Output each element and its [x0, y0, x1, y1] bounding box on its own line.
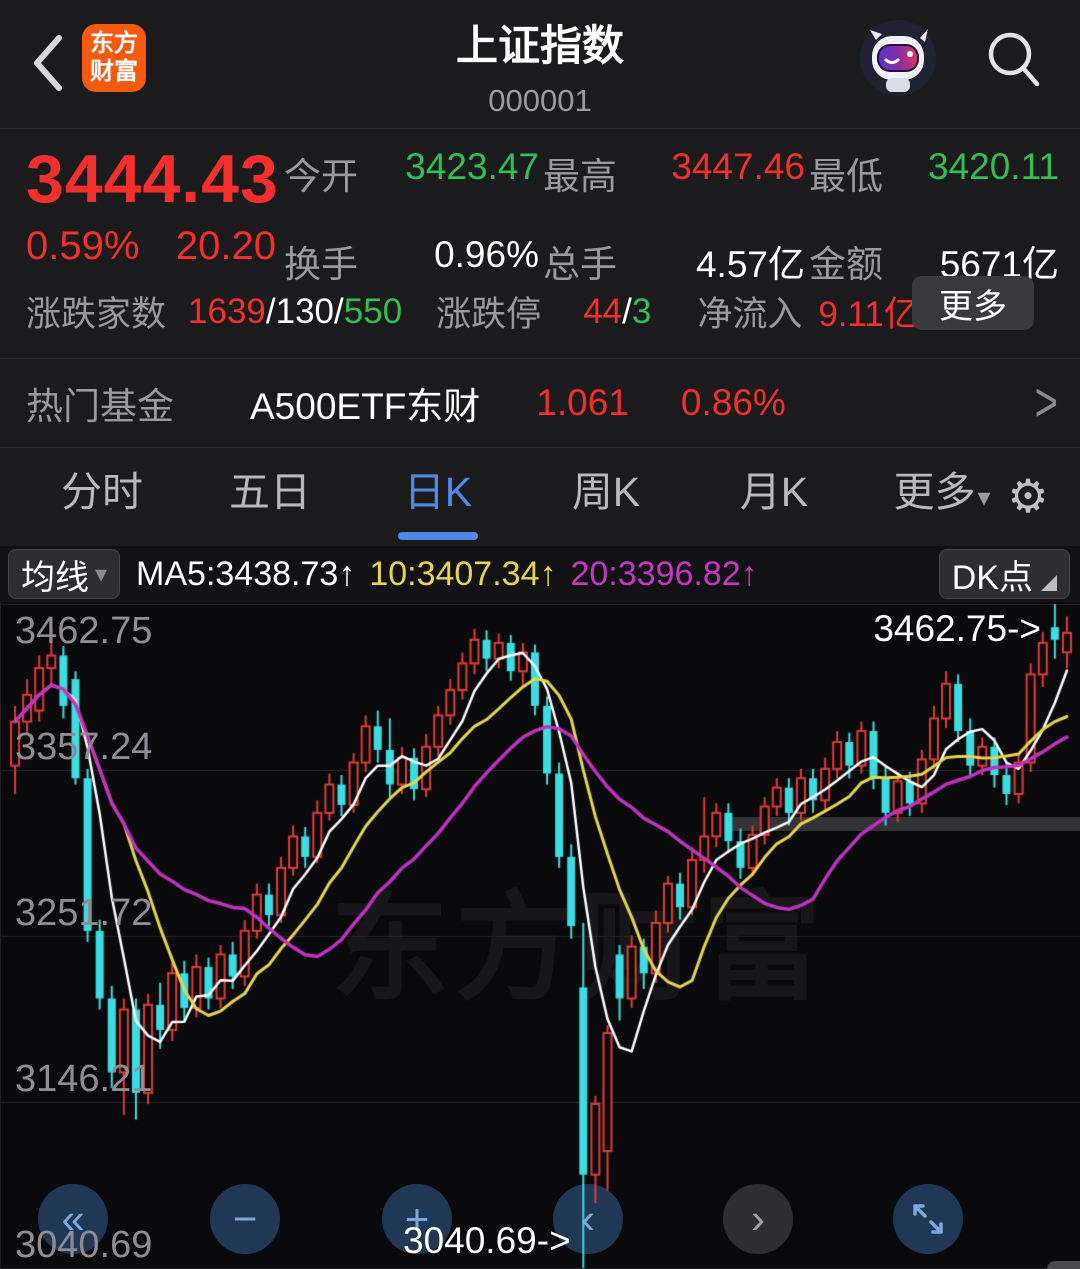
back-chevron-icon — [34, 35, 62, 91]
ma5-value: MA5:3438.73↑ — [136, 554, 356, 593]
stat-high: 最高 3447.46 — [543, 146, 805, 200]
dk-point-button[interactable]: DK点 — [938, 549, 1070, 599]
candlestick-canvas[interactable] — [1, 602, 1080, 1269]
chart-settings-button[interactable]: ⚙ — [998, 446, 1058, 546]
assistant-robot-icon[interactable] — [858, 18, 938, 98]
fund-nav: 1.061 — [536, 382, 629, 423]
cutoff-element — [1047, 1261, 1080, 1269]
tab-more[interactable]: 更多▾ — [893, 469, 991, 515]
period-tab-bar: 分时 五日 日K 周K 月K 更多▾ ⚙ — [0, 446, 1080, 546]
price-change-row: 0.59% 20.20 — [26, 224, 276, 269]
inflow-label: 净流入 — [697, 295, 803, 334]
stat-turnover-value: 0.96% — [434, 234, 539, 275]
limit-label: 涨跌停 — [436, 295, 542, 334]
back-button[interactable] — [18, 28, 78, 98]
gear-icon: ⚙ — [1007, 470, 1049, 522]
logo-line2: 财富 — [90, 58, 138, 85]
stat-open: 今开 3423.47 — [284, 146, 539, 200]
tab-daily-k[interactable]: 日K — [372, 446, 504, 546]
robot-icon — [860, 20, 936, 96]
header: 东方 财富 上证指数 000001 — [0, 0, 1080, 129]
limit-values: 44/3 — [583, 291, 652, 331]
fund-label: 热门基金 — [26, 386, 174, 427]
stats-grid: 今开 3423.47 最高 3447.46 最低 3420.11 换手 0.96… — [284, 146, 1064, 288]
last-price: 3444.43 — [26, 141, 279, 217]
change-amount: 20.20 — [175, 224, 276, 268]
y-axis-label: 3040.69 — [15, 1224, 153, 1266]
inflow-value: 9.11亿 — [818, 295, 919, 334]
search-icon — [988, 32, 1040, 87]
hot-fund-row[interactable]: 热门基金 A500ETF东财 1.061 0.86% > — [0, 358, 1080, 448]
tab-weekly-k[interactable]: 周K — [571, 469, 641, 515]
tab-minute[interactable]: 分时 — [61, 469, 143, 515]
stat-low-value: 3420.11 — [928, 146, 1059, 187]
y-axis-label: 3251.72 — [15, 892, 153, 934]
stat-low: 最低 3420.11 — [809, 146, 1059, 200]
ma10-value: 10:3407.34↑ — [369, 554, 557, 593]
stat-volume: 总手 4.57亿 — [543, 234, 805, 288]
tab-five-day[interactable]: 五日 — [229, 469, 311, 515]
search-button[interactable] — [980, 24, 1046, 94]
more-stats-button[interactable]: 更多 — [912, 276, 1034, 330]
caret-down-icon: ▾ — [977, 482, 991, 512]
y-axis-label: 3146.21 — [15, 1058, 153, 1100]
stat-volume-value: 4.57亿 — [695, 244, 805, 285]
period-low-annotation: 3040.69-> — [403, 1220, 571, 1261]
tab-monthly-k[interactable]: 月K — [739, 469, 809, 515]
stat-turnover: 换手 0.96% — [284, 234, 539, 288]
ma-selector-button[interactable]: 均线 ▾ — [8, 549, 121, 599]
fund-percent: 0.86% — [680, 382, 786, 423]
quote-panel: 3444.43 0.59% 20.20 今开 3423.47 最高 3447.4… — [0, 128, 1080, 356]
change-percent: 0.59% — [26, 224, 140, 268]
ma-indicator-bar: 均线 ▾ MA5:3438.73↑ 10:3407.34↑ 20:3396.82… — [0, 546, 1080, 602]
breadth-values: 1639/130/550 — [188, 291, 403, 331]
eastmoney-logo[interactable]: 东方 财富 — [82, 24, 146, 92]
stat-open-value: 3423.47 — [405, 146, 539, 187]
fund-name: A500ETF东财 — [250, 386, 481, 427]
logo-line1: 东方 — [90, 30, 138, 57]
stat-high-value: 3447.46 — [671, 146, 805, 187]
y-axis-label: 3462.75 — [15, 610, 153, 652]
period-high-annotation: 3462.75-> — [873, 608, 1041, 649]
resize-corner-icon — [1041, 575, 1057, 591]
y-axis-label: 3357.24 — [15, 726, 153, 768]
chevron-right-icon: > — [1034, 371, 1058, 434]
breadth-label: 涨跌家数 — [26, 295, 167, 334]
breadth-row: 涨跌家数 1639/130/550 涨跌停 44/3 净流入 9.11亿 更多 — [26, 276, 1056, 337]
ma20-value: 20:3396.82↑ — [570, 554, 758, 593]
caret-down-icon: ▾ — [95, 560, 108, 588]
